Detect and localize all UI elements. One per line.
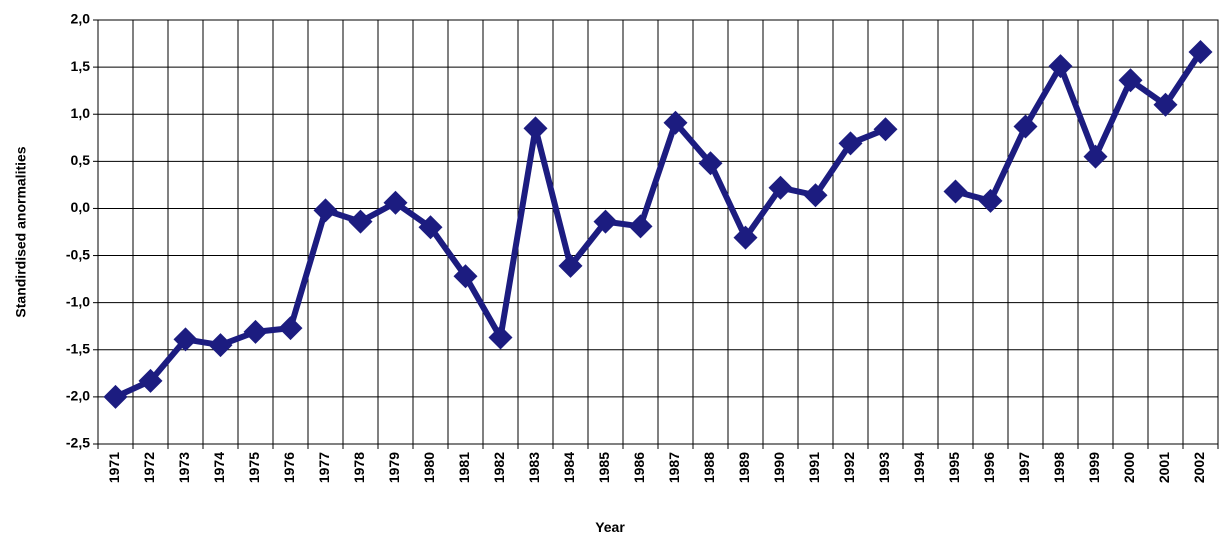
data-marker bbox=[663, 110, 688, 135]
data-marker bbox=[453, 264, 478, 289]
data-marker bbox=[1188, 40, 1213, 65]
x-tick-label: 1999 bbox=[1086, 452, 1102, 483]
x-tick-label: 1988 bbox=[701, 452, 717, 483]
data-marker bbox=[208, 333, 233, 358]
data-marker bbox=[558, 253, 583, 278]
x-tick-label: 1982 bbox=[491, 452, 507, 483]
data-marker bbox=[1083, 144, 1108, 169]
y-tick-label: 1,5 bbox=[71, 58, 91, 74]
x-tick-label: 1980 bbox=[421, 452, 437, 483]
data-marker bbox=[1118, 68, 1143, 93]
x-tick-label: 1984 bbox=[561, 452, 577, 483]
x-tick-label: 1994 bbox=[911, 452, 927, 483]
x-tick-label: 2002 bbox=[1191, 452, 1207, 483]
y-tick-label: -1,0 bbox=[66, 293, 90, 309]
data-marker bbox=[418, 215, 443, 240]
x-tick-label: 1996 bbox=[981, 452, 997, 483]
data-marker bbox=[138, 368, 163, 393]
plot-frame bbox=[97, 19, 1219, 445]
data-marker bbox=[1153, 92, 1178, 117]
data-marker bbox=[1048, 54, 1073, 79]
y-tick-label: -2,0 bbox=[66, 388, 90, 404]
data-marker bbox=[593, 209, 618, 234]
data-marker bbox=[943, 179, 968, 204]
y-tick-label: 0,0 bbox=[71, 199, 91, 215]
data-marker bbox=[488, 325, 513, 350]
x-tick-label: 1991 bbox=[806, 452, 822, 483]
y-tick-label: -2,5 bbox=[66, 435, 90, 451]
x-tick-label: 1998 bbox=[1051, 452, 1067, 483]
x-tick-label: 1973 bbox=[176, 452, 192, 483]
x-tick-label: 1990 bbox=[771, 452, 787, 483]
data-marker bbox=[313, 198, 338, 223]
x-tick-label: 1995 bbox=[946, 452, 962, 483]
x-tick-label: 1979 bbox=[386, 452, 402, 483]
data-marker bbox=[103, 384, 128, 409]
y-tick-label: 0,5 bbox=[71, 152, 91, 168]
x-tick-label: 1974 bbox=[211, 452, 227, 483]
x-tick-label: 1986 bbox=[631, 452, 647, 483]
x-tick-label: 1971 bbox=[106, 452, 122, 483]
y-tick-label: -0,5 bbox=[66, 246, 90, 262]
x-axis-label: Year bbox=[595, 519, 625, 535]
x-tick-label: 1989 bbox=[736, 452, 752, 483]
y-tick-label: 2,0 bbox=[71, 11, 91, 27]
x-tick-label: 1976 bbox=[281, 452, 297, 483]
x-tick-label: 1997 bbox=[1016, 452, 1032, 483]
x-tick-label: 1983 bbox=[526, 452, 542, 483]
x-tick-label: 1992 bbox=[841, 452, 857, 483]
data-marker bbox=[1013, 114, 1038, 139]
x-tick-label: 1981 bbox=[456, 452, 472, 483]
data-marker bbox=[628, 214, 653, 239]
data-marker bbox=[348, 209, 373, 234]
x-tick-label: 2000 bbox=[1121, 452, 1137, 483]
data-marker bbox=[173, 327, 198, 352]
x-tick-label: 1985 bbox=[596, 452, 612, 483]
data-marker bbox=[243, 319, 268, 344]
x-tick-label: 1977 bbox=[316, 452, 332, 483]
y-tick-label: 1,0 bbox=[71, 105, 91, 121]
x-tick-label: 1972 bbox=[141, 452, 157, 483]
data-marker bbox=[523, 116, 548, 141]
x-tick-label: 1975 bbox=[246, 452, 262, 483]
data-marker bbox=[278, 316, 303, 341]
x-tick-label: 2001 bbox=[1156, 452, 1172, 483]
data-marker bbox=[733, 225, 758, 250]
data-marker bbox=[978, 188, 1003, 213]
x-tick-label: 1993 bbox=[876, 452, 892, 483]
data-marker bbox=[803, 183, 828, 208]
data-marker bbox=[768, 175, 793, 200]
data-marker bbox=[838, 131, 863, 156]
x-tick-label: 1978 bbox=[351, 452, 367, 483]
data-marker bbox=[873, 117, 898, 142]
data-marker bbox=[698, 151, 723, 176]
y-axis-label: Standirdised anormalities bbox=[13, 146, 29, 317]
y-tick-label: -1,5 bbox=[66, 340, 90, 356]
data-marker bbox=[383, 190, 408, 215]
x-tick-label: 1987 bbox=[666, 452, 682, 483]
